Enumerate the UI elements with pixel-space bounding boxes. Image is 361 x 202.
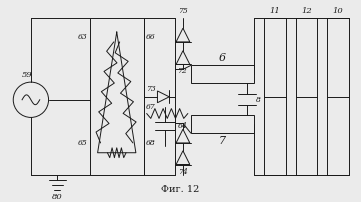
Bar	[264, 18, 286, 175]
Bar	[90, 18, 144, 175]
Text: 59: 59	[22, 71, 32, 79]
Text: 12: 12	[301, 6, 312, 15]
Text: 65: 65	[78, 139, 88, 147]
Text: 8: 8	[256, 96, 261, 104]
Bar	[191, 116, 253, 133]
Text: 10: 10	[332, 6, 343, 15]
Text: 6: 6	[219, 53, 226, 63]
Bar	[191, 65, 253, 83]
Text: 67: 67	[146, 103, 156, 111]
Text: Фиг. 12: Фиг. 12	[161, 185, 200, 194]
Text: 73: 73	[146, 85, 156, 93]
Text: 63: 63	[78, 33, 88, 41]
Text: 74: 74	[178, 168, 188, 176]
Bar	[327, 18, 349, 175]
Text: 80: 80	[52, 193, 63, 201]
Text: 64: 64	[178, 122, 188, 130]
Text: 72: 72	[177, 67, 187, 75]
Text: 7: 7	[219, 136, 226, 146]
Bar	[296, 18, 317, 175]
Text: 75: 75	[178, 6, 188, 15]
Text: 66: 66	[146, 33, 156, 41]
Text: 11: 11	[270, 6, 280, 15]
Text: 68: 68	[146, 139, 156, 147]
